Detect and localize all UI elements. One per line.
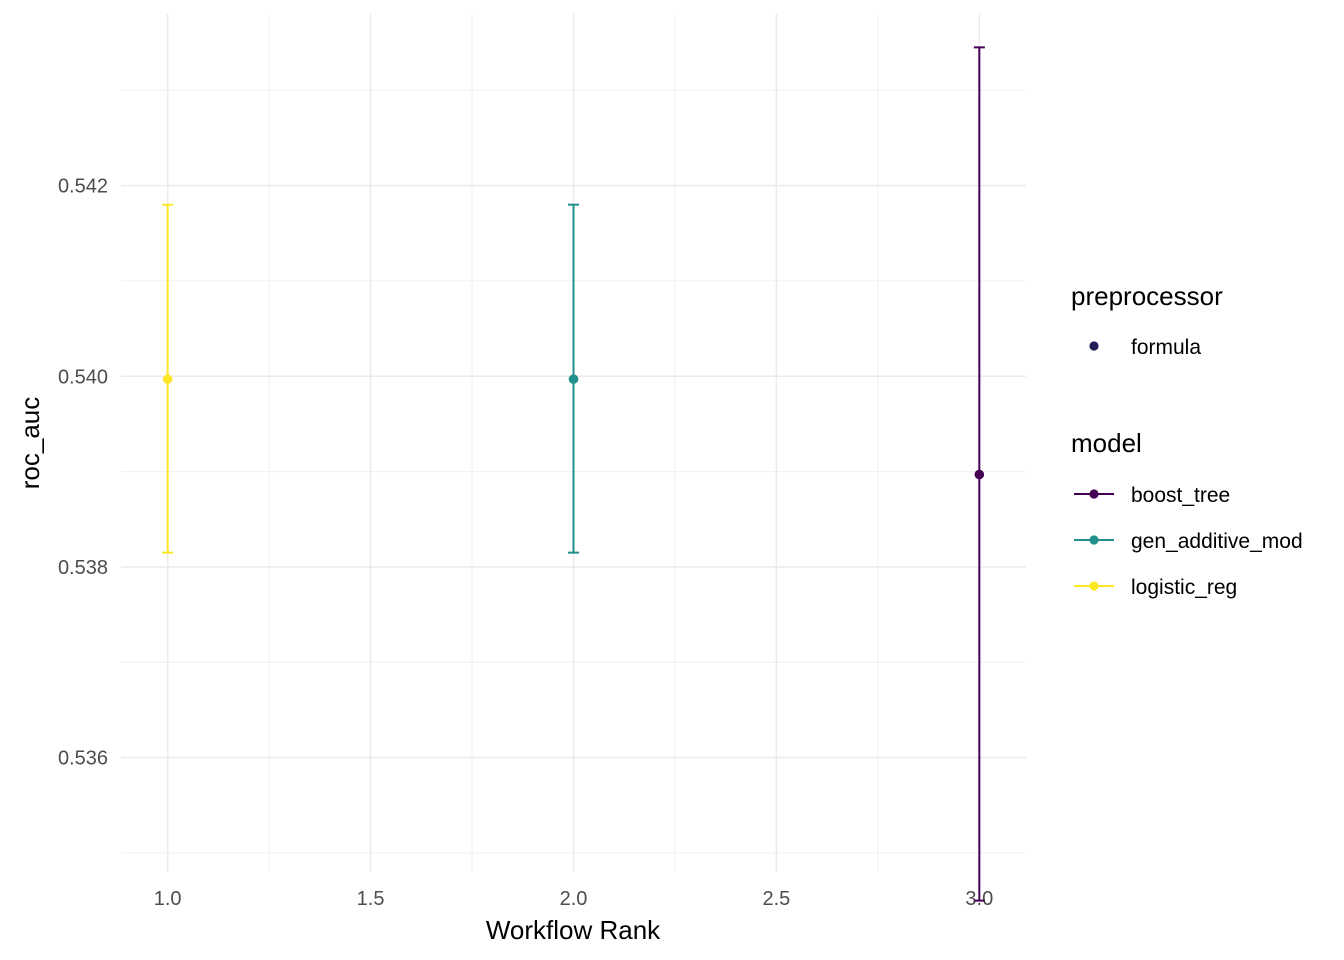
y-tick-label: 0.542 <box>58 176 108 198</box>
data-marks <box>162 46 985 902</box>
legend-key-formula <box>1089 341 1099 351</box>
y-axis-tick-labels: 0.536 0.538 0.540 0.542 <box>58 176 108 770</box>
legend-key-boost-tree <box>1074 489 1114 499</box>
y-tick-label: 0.538 <box>58 557 108 579</box>
data-point <box>568 374 579 384</box>
series-boost-tree <box>973 46 985 902</box>
x-tick-label: 2.0 <box>560 888 588 910</box>
x-tick-label: 2.5 <box>763 888 791 910</box>
legend-title-model: model <box>1071 428 1142 458</box>
legend-key-logistic-reg <box>1074 581 1114 591</box>
legend-key-gen-additive-mod <box>1074 535 1114 545</box>
data-point <box>162 374 173 384</box>
x-tick-label: 1.0 <box>154 888 182 910</box>
x-axis-tick-labels: 1.0 1.5 2.0 2.5 3.0 <box>154 888 993 910</box>
legend-label-gen-additive-mod: gen_additive_mod <box>1131 530 1303 553</box>
legend-title-preprocessor: preprocessor <box>1071 281 1223 311</box>
series-gen-additive-mod <box>568 203 579 554</box>
x-tick-label: 1.5 <box>357 888 385 910</box>
legend-label-logistic-reg: logistic_reg <box>1131 576 1237 599</box>
legend-label-formula: formula <box>1131 336 1201 359</box>
y-tick-label: 0.540 <box>58 366 108 388</box>
legend: preprocessor formula model boost_tree ge… <box>1071 281 1303 599</box>
legend-label-boost-tree: boost_tree <box>1131 484 1230 507</box>
y-tick-label: 0.536 <box>58 748 108 770</box>
series-logistic-reg <box>162 203 174 554</box>
x-axis-title: Workflow Rank <box>486 915 661 945</box>
y-axis-title: roc_auc <box>15 397 45 490</box>
data-point <box>974 469 985 480</box>
